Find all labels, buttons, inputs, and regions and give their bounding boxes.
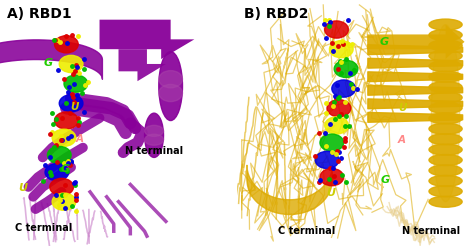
Ellipse shape bbox=[64, 75, 88, 92]
Ellipse shape bbox=[429, 134, 462, 145]
Ellipse shape bbox=[429, 82, 462, 93]
Ellipse shape bbox=[429, 186, 462, 197]
Ellipse shape bbox=[50, 178, 73, 196]
Ellipse shape bbox=[429, 40, 462, 51]
Ellipse shape bbox=[429, 92, 462, 103]
Ellipse shape bbox=[329, 41, 353, 58]
Text: G: G bbox=[61, 164, 70, 173]
Ellipse shape bbox=[429, 71, 462, 82]
Ellipse shape bbox=[429, 19, 462, 30]
Ellipse shape bbox=[429, 154, 462, 166]
Text: N terminal: N terminal bbox=[125, 146, 183, 156]
Ellipse shape bbox=[47, 146, 71, 164]
Ellipse shape bbox=[59, 55, 83, 73]
Ellipse shape bbox=[52, 193, 76, 210]
Ellipse shape bbox=[429, 30, 462, 41]
Ellipse shape bbox=[145, 134, 164, 145]
Ellipse shape bbox=[59, 95, 83, 112]
Ellipse shape bbox=[431, 25, 460, 202]
Text: A) RBD1: A) RBD1 bbox=[7, 7, 72, 21]
Ellipse shape bbox=[145, 125, 164, 136]
Text: C terminal: C terminal bbox=[278, 226, 336, 236]
Ellipse shape bbox=[429, 175, 462, 186]
Text: N terminal: N terminal bbox=[402, 226, 460, 236]
Ellipse shape bbox=[429, 165, 462, 176]
Text: G: G bbox=[44, 58, 53, 68]
Ellipse shape bbox=[159, 84, 182, 102]
Ellipse shape bbox=[315, 151, 339, 169]
Ellipse shape bbox=[429, 61, 462, 72]
Text: G: G bbox=[381, 175, 390, 184]
Ellipse shape bbox=[320, 169, 344, 186]
Text: U: U bbox=[18, 183, 27, 193]
Ellipse shape bbox=[429, 113, 462, 124]
Text: B) RBD2: B) RBD2 bbox=[244, 7, 309, 21]
Text: U: U bbox=[71, 102, 79, 112]
Ellipse shape bbox=[55, 36, 78, 53]
Ellipse shape bbox=[320, 134, 344, 151]
Ellipse shape bbox=[429, 50, 462, 62]
Text: U: U bbox=[399, 103, 407, 113]
Text: A: A bbox=[75, 134, 83, 144]
Ellipse shape bbox=[429, 123, 462, 134]
Ellipse shape bbox=[327, 100, 351, 117]
Ellipse shape bbox=[45, 164, 69, 181]
PathPatch shape bbox=[100, 20, 194, 59]
Ellipse shape bbox=[429, 196, 462, 207]
Ellipse shape bbox=[325, 21, 348, 38]
Ellipse shape bbox=[55, 112, 78, 129]
Ellipse shape bbox=[332, 80, 356, 97]
Text: A: A bbox=[398, 135, 406, 145]
Ellipse shape bbox=[159, 52, 182, 121]
PathPatch shape bbox=[118, 49, 166, 81]
Ellipse shape bbox=[429, 144, 462, 155]
Ellipse shape bbox=[159, 71, 182, 88]
Text: U: U bbox=[326, 188, 335, 198]
PathPatch shape bbox=[367, 25, 465, 59]
Ellipse shape bbox=[145, 113, 164, 157]
Text: C terminal: C terminal bbox=[15, 223, 73, 232]
Ellipse shape bbox=[325, 117, 348, 134]
Ellipse shape bbox=[52, 129, 76, 146]
Text: G: G bbox=[379, 37, 389, 47]
Ellipse shape bbox=[429, 102, 462, 113]
Ellipse shape bbox=[334, 60, 358, 77]
